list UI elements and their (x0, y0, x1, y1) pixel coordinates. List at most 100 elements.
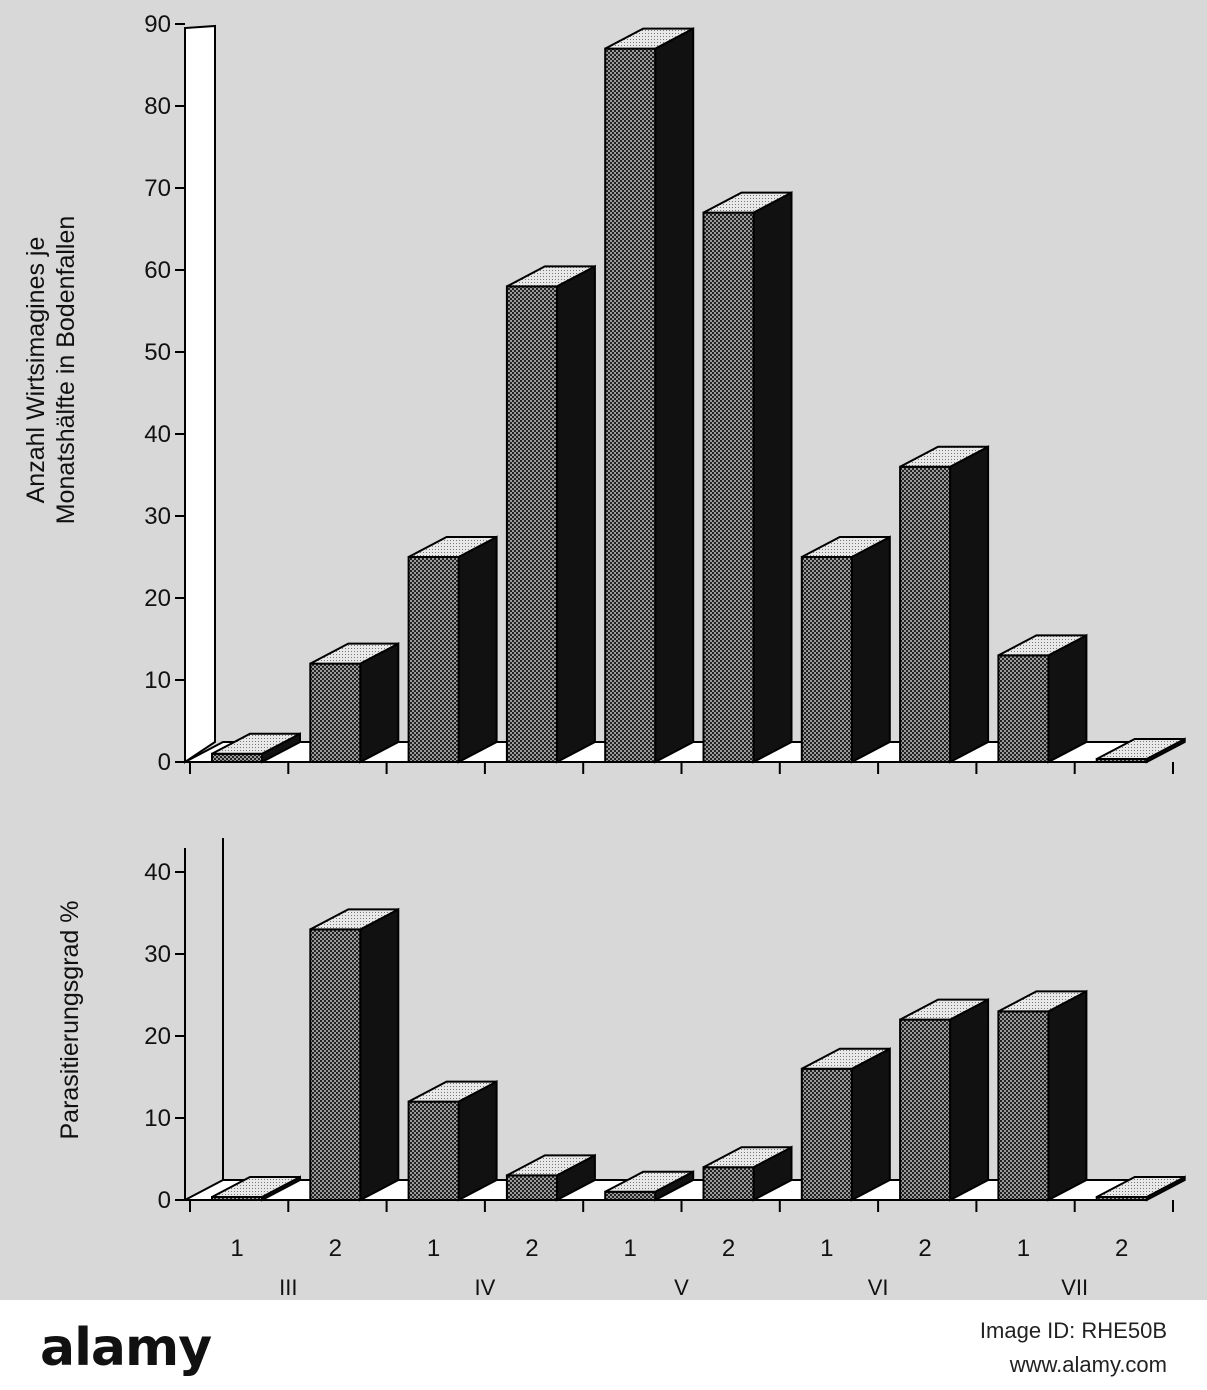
y-tick-label: 30 (144, 503, 171, 530)
bar-top (408, 536, 498, 558)
bar-top (997, 990, 1087, 1013)
bar-top (703, 1146, 792, 1169)
bar-III-2 (309, 641, 400, 764)
bar-top (506, 1154, 596, 1177)
y-axis-title: Anzahl Wirtsimagines je (22, 237, 50, 504)
y-tick-label: 20 (144, 1023, 171, 1050)
y-tick-label: 80 (144, 93, 171, 120)
bar-top (211, 732, 301, 755)
bar-side (359, 907, 400, 1202)
bar-top (604, 27, 694, 50)
y-tick-label: 70 (144, 175, 171, 202)
bar-IV-1 (407, 535, 498, 764)
x-half-label: 2 (329, 1235, 342, 1262)
x-half-label: 2 (525, 1235, 538, 1262)
bar-IV-2 (505, 1153, 596, 1202)
bar-top (1096, 1176, 1186, 1198)
x-month-label: VII (1061, 1275, 1088, 1300)
bar-V-2 (702, 190, 793, 764)
x-half-label: 2 (1115, 1235, 1128, 1262)
bar-IV-1 (407, 1079, 498, 1202)
bar-side (752, 190, 793, 764)
bar-III-1 (211, 732, 301, 764)
bar-front (211, 752, 263, 763)
y-tick-label: 90 (144, 11, 171, 38)
bar-front (604, 47, 657, 764)
bar-top (408, 1080, 498, 1103)
x-axis-labels: 1 2 1 2 1 2 1 2 1 2 III IV V VI VII (230, 1235, 1128, 1300)
bar-side (850, 1047, 891, 1202)
bar-IV-2 (505, 264, 596, 764)
bar-front (604, 1190, 657, 1202)
y-tick-label: 40 (144, 421, 171, 448)
bar-top (506, 265, 596, 288)
bar-side (1047, 989, 1088, 1202)
x-month-label: VI (868, 1275, 889, 1300)
bar-V-1 (604, 1170, 695, 1202)
footer-bar: alamy Image ID: RHE50B www.alamy.com (0, 1300, 1207, 1390)
image-id: Image ID: RHE50B (979, 1318, 1167, 1343)
bar-front (702, 1166, 755, 1201)
x-month-label: V (674, 1275, 689, 1300)
y-tick-label: 20 (144, 585, 171, 612)
bottom-chart: 0 10 20 30 40 Parasitierungsgrad % (56, 838, 1186, 1214)
bar-front (899, 1018, 952, 1201)
x-half-label: 1 (624, 1235, 637, 1262)
bar-top (899, 998, 989, 1021)
bar-VII-2 (1095, 1175, 1186, 1202)
chart-figure: 0 10 20 30 40 50 60 70 80 90 Anzahl Wirtsimagines … (22, 11, 1186, 1300)
bar-top (703, 191, 792, 214)
bar-front (899, 465, 952, 763)
x-half-label: 1 (1017, 1235, 1030, 1262)
bar-VI-1 (800, 1047, 891, 1202)
bar-front (997, 654, 1050, 764)
bar-top (604, 1170, 694, 1193)
y-axis-title: Parasitierungsgrad % (56, 900, 84, 1139)
bar-front (309, 928, 362, 1202)
y-tick-label: 50 (144, 339, 171, 366)
bar-side (457, 535, 498, 764)
bar-top (997, 634, 1087, 657)
y-tick-label: 40 (144, 859, 171, 886)
bar-VI-1 (800, 535, 891, 764)
bar-side (850, 535, 891, 764)
bar-front (505, 285, 558, 763)
x-half-label: 1 (820, 1235, 833, 1262)
bar-top (801, 1047, 891, 1070)
bar-VII-2 (1095, 737, 1186, 764)
bar-side (1047, 633, 1088, 764)
bar-side (555, 264, 596, 764)
bar-front (407, 556, 460, 763)
bar-VI-2 (899, 445, 990, 764)
bar-side (949, 997, 990, 1202)
x-half-label: 1 (427, 1235, 440, 1262)
y-tick-label: 0 (158, 749, 171, 776)
bar-front (997, 1010, 1050, 1202)
x-month-label: III (279, 1275, 297, 1300)
bar-top (899, 445, 989, 468)
y-axis-title: Monatshälfte in Bodenfallen (52, 216, 80, 525)
bar-top (309, 908, 399, 931)
bar-side (949, 445, 990, 764)
y-tick-label: 30 (144, 941, 171, 968)
bar-top (1096, 738, 1186, 760)
y-tick-label: 0 (158, 1187, 171, 1214)
back-wall (184, 24, 216, 764)
x-month-label: IV (475, 1275, 496, 1300)
site-url: www.alamy.com (1009, 1352, 1167, 1377)
bar-III-1 (211, 1175, 301, 1202)
bar-front (800, 1067, 853, 1202)
x-half-label: 1 (230, 1235, 243, 1262)
bar-top (211, 1176, 301, 1198)
bar-VII-1 (997, 989, 1088, 1202)
bar-III-2 (309, 907, 400, 1202)
bar-top (801, 536, 891, 558)
top-chart: 0 10 20 30 40 50 60 70 80 90 Anzahl Wirtsimagines … (22, 11, 1186, 776)
bar-VI-2 (899, 997, 990, 1202)
bar-side (654, 26, 695, 764)
bar-front (800, 556, 853, 763)
x-half-label: 2 (722, 1235, 735, 1262)
bar-front (505, 1174, 558, 1202)
y-tick-label: 60 (144, 257, 171, 284)
